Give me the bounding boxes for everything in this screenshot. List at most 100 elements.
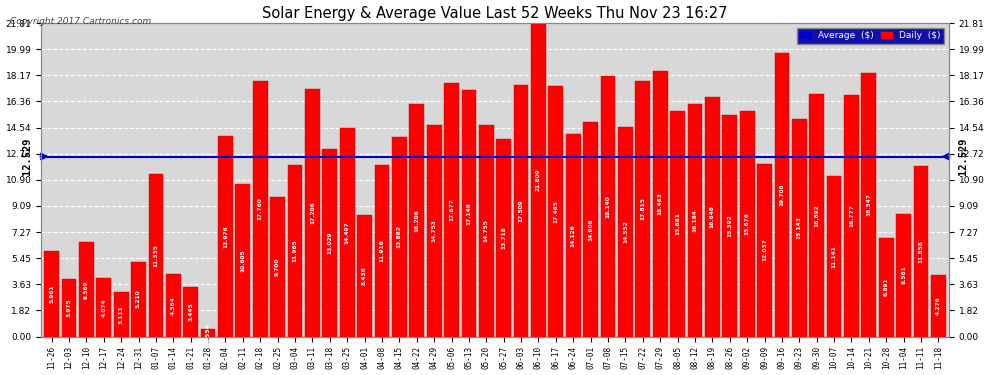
Text: 0.554: 0.554	[206, 323, 211, 342]
Text: 12.037: 12.037	[762, 239, 767, 261]
Bar	[844, 96, 859, 337]
Text: 18.140: 18.140	[606, 195, 611, 217]
Bar	[652, 71, 667, 337]
Text: 15.392: 15.392	[728, 214, 733, 237]
Bar	[305, 89, 320, 337]
Text: 3.975: 3.975	[66, 299, 71, 317]
Text: 4.276: 4.276	[936, 297, 940, 315]
Bar	[583, 122, 598, 337]
Text: 17.815: 17.815	[641, 197, 645, 220]
Bar	[374, 165, 389, 337]
Text: 3.445: 3.445	[188, 303, 193, 321]
Text: 5.210: 5.210	[136, 290, 141, 309]
Bar	[323, 149, 338, 337]
Text: 14.755: 14.755	[484, 219, 489, 242]
Bar	[79, 242, 94, 337]
Text: Copyright 2017 Cartronics.com: Copyright 2017 Cartronics.com	[10, 17, 151, 26]
Legend: Average  ($), Daily  ($): Average ($), Daily ($)	[797, 28, 944, 44]
Bar	[601, 76, 616, 337]
Bar	[514, 85, 529, 337]
Text: 16.777: 16.777	[849, 205, 854, 228]
Text: 13.976: 13.976	[223, 225, 228, 248]
Text: 4.364: 4.364	[171, 296, 176, 315]
Bar	[357, 215, 372, 337]
Bar	[479, 124, 494, 337]
Text: 19.708: 19.708	[779, 184, 784, 206]
Text: 16.892: 16.892	[814, 204, 819, 226]
Bar	[409, 104, 424, 337]
Text: 14.126: 14.126	[571, 224, 576, 246]
Bar	[809, 94, 824, 337]
Bar	[705, 97, 720, 337]
Bar	[688, 104, 702, 337]
Text: 15.676: 15.676	[744, 213, 749, 236]
Text: 5.961: 5.961	[50, 285, 54, 303]
Text: 17.760: 17.760	[257, 198, 262, 220]
Bar	[201, 328, 216, 337]
Text: 18.347: 18.347	[866, 193, 871, 216]
Bar	[496, 140, 511, 337]
Bar	[236, 184, 250, 337]
Text: 15.143: 15.143	[797, 216, 802, 239]
Text: 16.206: 16.206	[414, 209, 419, 231]
Text: 3.111: 3.111	[119, 305, 124, 324]
Bar	[774, 53, 789, 337]
Bar	[270, 197, 285, 337]
Bar	[61, 279, 76, 337]
Text: 15.681: 15.681	[675, 213, 680, 236]
Bar	[114, 292, 129, 337]
Text: 11.335: 11.335	[153, 244, 158, 267]
Text: 11.965: 11.965	[292, 239, 298, 262]
Text: 21.809: 21.809	[536, 168, 541, 191]
Text: 13.882: 13.882	[397, 225, 402, 248]
Bar	[427, 124, 442, 337]
Text: 10.605: 10.605	[241, 249, 246, 272]
Bar	[131, 262, 146, 337]
Text: 6.569: 6.569	[84, 280, 89, 299]
Text: 11.858: 11.858	[919, 240, 924, 263]
Bar	[636, 81, 650, 337]
Bar	[566, 134, 581, 337]
Bar	[914, 166, 929, 337]
Text: 16.648: 16.648	[710, 206, 715, 228]
Bar	[45, 251, 59, 337]
Text: 12.529: 12.529	[958, 138, 968, 175]
Text: 11.916: 11.916	[379, 240, 384, 262]
Bar	[896, 213, 911, 337]
Text: 12.529: 12.529	[22, 138, 32, 175]
Bar	[740, 111, 754, 337]
Bar	[96, 278, 111, 337]
Bar	[252, 81, 267, 337]
Text: 17.509: 17.509	[519, 200, 524, 222]
Bar	[618, 128, 633, 337]
Text: 17.149: 17.149	[466, 202, 471, 225]
Text: 17.465: 17.465	[553, 200, 558, 222]
Bar	[757, 164, 772, 337]
Bar	[148, 174, 163, 337]
Bar	[670, 111, 685, 337]
Title: Solar Energy & Average Value Last 52 Weeks Thu Nov 23 16:27: Solar Energy & Average Value Last 52 Wee…	[262, 6, 728, 21]
Text: 18.463: 18.463	[657, 192, 662, 215]
Text: 16.184: 16.184	[692, 209, 698, 232]
Bar	[792, 119, 807, 337]
Text: 8.561: 8.561	[901, 266, 906, 285]
Text: 17.206: 17.206	[310, 202, 315, 224]
Bar	[931, 275, 945, 337]
Bar	[288, 165, 302, 337]
Bar	[879, 237, 894, 337]
Text: 14.552: 14.552	[623, 220, 628, 243]
Text: 4.074: 4.074	[101, 298, 106, 316]
Text: 9.700: 9.700	[275, 258, 280, 276]
Bar	[183, 287, 198, 337]
Text: 13.718: 13.718	[501, 226, 506, 249]
Bar	[461, 90, 476, 337]
Text: 13.029: 13.029	[328, 232, 333, 254]
Text: 14.497: 14.497	[345, 221, 349, 244]
Bar	[827, 177, 842, 337]
Bar	[723, 116, 738, 337]
Text: 14.753: 14.753	[432, 219, 437, 242]
Text: 11.141: 11.141	[832, 245, 837, 268]
Bar	[166, 274, 181, 337]
Text: 6.891: 6.891	[884, 278, 889, 296]
Text: 8.436: 8.436	[362, 267, 367, 285]
